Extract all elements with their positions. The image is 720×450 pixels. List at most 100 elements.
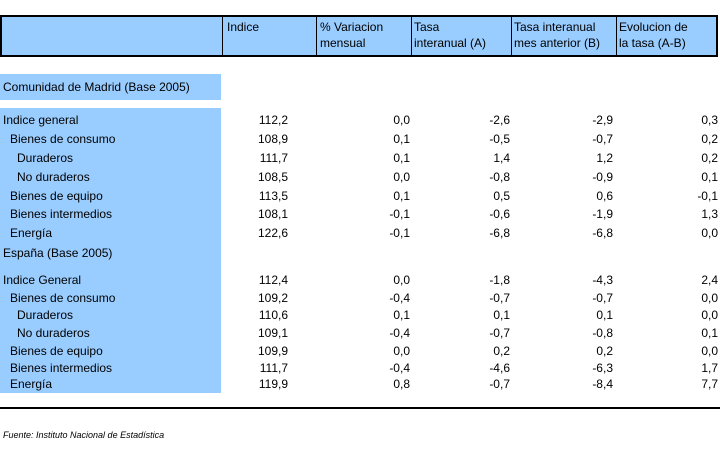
label-column-background bbox=[0, 108, 221, 393]
row-label: Bienes de equipo bbox=[10, 189, 103, 203]
cell-v2: 0,1 bbox=[393, 132, 410, 146]
header-divider bbox=[616, 17, 617, 55]
section-title-madrid: Comunidad de Madrid (Base 2005) bbox=[3, 80, 190, 94]
header-divider bbox=[316, 17, 317, 55]
cell-v4: -8,4 bbox=[592, 377, 613, 391]
header-divider bbox=[411, 17, 412, 55]
table-row: Bienes de equipo 109,9 0,0 0,2 0,2 0,0 bbox=[0, 342, 720, 360]
table-row: Bienes de consumo 109,2 -0,4 -0,7 -0,7 0,0 bbox=[0, 289, 720, 307]
table-row: Duraderos 110,6 0,1 0,1 0,1 0,0 bbox=[0, 306, 720, 324]
row-label: Bienes de equipo bbox=[10, 344, 103, 358]
cell-v3: -0,7 bbox=[489, 377, 510, 391]
cell-v4: -1,9 bbox=[592, 207, 613, 221]
cell-v1: 108,5 bbox=[257, 170, 288, 184]
cell-v1: 112,2 bbox=[258, 113, 288, 127]
table-row: Energía 122,6 -0,1 -6,8 -6,8 0,0 bbox=[0, 224, 720, 242]
table-row: Bienes intermedios 108,1 -0,1 -0,6 -1,9 1,3 bbox=[0, 205, 720, 223]
cell-v1: 112,4 bbox=[258, 273, 288, 287]
cell-v2: 0,1 bbox=[393, 308, 410, 322]
cell-v4: 0,2 bbox=[596, 344, 613, 358]
cell-v3: -0,7 bbox=[489, 326, 510, 340]
cell-v5: -0,1 bbox=[697, 189, 718, 203]
cell-v3: -1,8 bbox=[489, 273, 510, 287]
header-evolucion-tasa: Evolucion de la tasa (A-B) bbox=[619, 20, 688, 50]
row-label: Bienes de consumo bbox=[10, 132, 116, 146]
cell-v3: 1,4 bbox=[493, 151, 510, 165]
row-label: No duraderos bbox=[17, 326, 90, 340]
cell-v2: 0,0 bbox=[393, 113, 410, 127]
bottom-rule bbox=[0, 407, 720, 409]
cell-v4: -0,7 bbox=[592, 291, 613, 305]
cell-v2: -0,1 bbox=[389, 226, 410, 240]
cell-v1: 109,2 bbox=[257, 291, 288, 305]
table-row: No duraderos 109,1 -0,4 -0,7 -0,8 0,1 bbox=[0, 324, 720, 342]
cell-v1: 108,1 bbox=[257, 207, 288, 221]
cell-v5: 0,2 bbox=[701, 132, 718, 146]
cell-v4: 0,1 bbox=[596, 308, 613, 322]
cell-v5: 0,1 bbox=[701, 170, 718, 184]
cell-v2: 0,0 bbox=[393, 273, 410, 287]
cell-v1: 109,9 bbox=[257, 344, 288, 358]
table-row: Indice General 112,4 0,0 -1,8 -4,3 2,4 bbox=[0, 271, 720, 289]
cell-v4: 0,6 bbox=[596, 189, 613, 203]
table-row: Bienes de consumo 108,9 0,1 -0,5 -0,7 0,2 bbox=[0, 130, 720, 148]
table-row: Bienes de equipo 113,5 0,1 0,5 0,6 -0,1 bbox=[0, 187, 720, 205]
row-label: Indice General bbox=[3, 273, 82, 287]
header-tasa-interanual-b: Tasa interanual mes anterior (B) bbox=[514, 20, 601, 50]
cell-v2: 0,1 bbox=[393, 151, 410, 165]
cell-v4: -0,9 bbox=[592, 170, 613, 184]
row-label: Duraderos bbox=[17, 151, 74, 165]
cell-v3: -0,8 bbox=[489, 170, 510, 184]
row-label: Duraderos bbox=[17, 308, 74, 322]
cell-v2: -0,4 bbox=[389, 291, 410, 305]
table-row: Bienes intermedios 111,7 -0,4 -4,6 -6,3 1,7 bbox=[0, 359, 720, 377]
row-label: Energía bbox=[10, 226, 53, 240]
cell-v5: 0,0 bbox=[701, 291, 718, 305]
cell-v4: -4,3 bbox=[592, 273, 613, 287]
cell-v5: 1,3 bbox=[701, 207, 718, 221]
cell-v1: 119,9 bbox=[258, 377, 288, 391]
cell-v2: -0,1 bbox=[389, 207, 410, 221]
cell-v3: 0,2 bbox=[493, 344, 510, 358]
cell-v1: 110,6 bbox=[258, 308, 288, 322]
cell-v1: 109,1 bbox=[257, 326, 288, 340]
cell-v5: 0,0 bbox=[701, 308, 718, 322]
header-tasa-interanual-a: Tasa interanual (A) bbox=[414, 20, 487, 50]
cell-v4: 1,2 bbox=[596, 151, 613, 165]
cell-v3: -0,7 bbox=[489, 291, 510, 305]
row-label: No duraderos bbox=[17, 170, 90, 184]
cell-v3: -6,8 bbox=[489, 226, 510, 240]
cell-v5: 0,0 bbox=[701, 344, 718, 358]
source-note: Fuente: Instituto Nacional de Estadístic… bbox=[3, 430, 165, 440]
section-title-espana: España (Base 2005) bbox=[3, 246, 113, 260]
cell-v2: 0,0 bbox=[393, 344, 410, 358]
row-label: Bienes intermedios bbox=[10, 207, 113, 221]
cell-v2: 0,0 bbox=[393, 170, 410, 184]
header-variacion-mensual: % Variacion mensual bbox=[320, 20, 384, 50]
cell-v1: 111,7 bbox=[259, 151, 288, 165]
cell-v1: 108,9 bbox=[257, 132, 288, 146]
cell-v5: 2,4 bbox=[701, 273, 718, 287]
table-row: Energía 119,9 0,8 -0,7 -8,4 7,7 bbox=[0, 375, 720, 393]
cell-v2: 0,1 bbox=[393, 189, 410, 203]
cell-v5: 1,7 bbox=[701, 361, 718, 375]
cell-v5: 0,1 bbox=[701, 326, 718, 340]
cell-v4: -6,8 bbox=[592, 226, 613, 240]
cell-v3: 0,1 bbox=[493, 308, 510, 322]
section-title-background bbox=[0, 74, 221, 100]
cell-v3: -4,6 bbox=[489, 361, 510, 375]
cell-v2: -0,4 bbox=[389, 326, 410, 340]
cell-v4: -0,8 bbox=[592, 326, 613, 340]
row-label: Energía bbox=[10, 377, 53, 391]
cell-v2: -0,4 bbox=[389, 361, 410, 375]
header-divider bbox=[511, 17, 512, 55]
cell-v5: 0,0 bbox=[701, 226, 718, 240]
cell-v4: -0,7 bbox=[592, 132, 613, 146]
cell-v3: -0,6 bbox=[489, 207, 510, 221]
cell-v2: 0,8 bbox=[393, 377, 410, 391]
cell-v1: 122,6 bbox=[257, 226, 288, 240]
table-row: Indice general 112,2 0,0 -2,6 -2,9 0,3 bbox=[0, 111, 720, 129]
row-label: Bienes intermedios bbox=[10, 361, 113, 375]
row-label: Bienes de consumo bbox=[10, 291, 116, 305]
row-label: Indice general bbox=[3, 113, 79, 127]
